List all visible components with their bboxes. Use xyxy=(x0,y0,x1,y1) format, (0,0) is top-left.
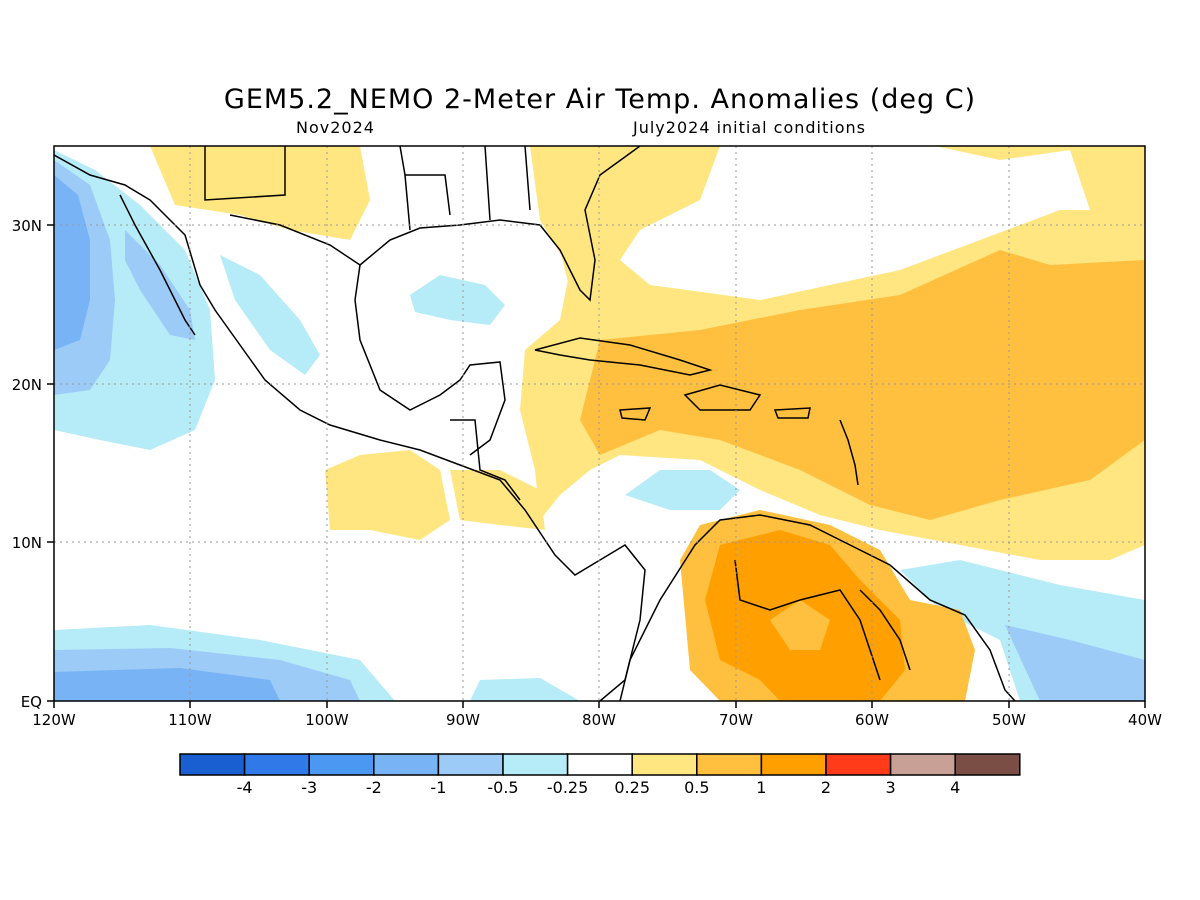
warm-region-central-am xyxy=(450,470,545,530)
cool-region-baja-core xyxy=(54,175,90,350)
warm-region-guyana xyxy=(770,600,830,650)
colorbar-swatch xyxy=(437,753,504,776)
warm-region-atlantic-core xyxy=(580,250,1145,520)
coastline-cuba xyxy=(534,337,713,376)
colorbar-label: -0.5 xyxy=(487,778,518,797)
x-tick-label: 100W xyxy=(305,711,349,729)
colorbar-label: -4 xyxy=(237,778,253,797)
colorbar-swatch xyxy=(243,753,310,776)
colorbar-label: 0.5 xyxy=(684,778,709,797)
coastline-antilles xyxy=(839,419,859,486)
colorbar-swatch xyxy=(373,753,440,776)
y-tick-label: EQ xyxy=(21,693,42,711)
colorbar-label: 3 xyxy=(886,778,896,797)
coastline-puerto-rico xyxy=(773,407,811,419)
colorbar-swatch xyxy=(954,753,1021,776)
coastlines xyxy=(54,146,1016,701)
colorbar-swatch xyxy=(308,753,375,776)
colorbar-swatch xyxy=(825,753,892,776)
colorbar-label: -1 xyxy=(430,778,446,797)
x-tick-label: 90W xyxy=(446,711,480,729)
colorbar-swatch xyxy=(760,753,827,776)
colorbar-label: -2 xyxy=(366,778,382,797)
y-tick-label: 30N xyxy=(12,217,42,235)
coastline-baja xyxy=(119,194,196,336)
cool-region-gulf xyxy=(410,275,505,325)
colorbar-swatch xyxy=(566,753,633,776)
x-tick-label: 120W xyxy=(32,711,76,729)
coastline-gulf xyxy=(229,214,506,456)
colorbar-swatch xyxy=(889,753,956,776)
colorbar-label: 4 xyxy=(950,778,960,797)
colorbar-swatch xyxy=(696,753,763,776)
border-us-mexico xyxy=(204,146,286,201)
cool-region-mexico xyxy=(220,255,320,375)
x-tick-label: 50W xyxy=(992,711,1026,729)
warm-region-ne-atlantic xyxy=(935,146,1145,215)
tick-marks xyxy=(47,224,1146,708)
cool-region-atlantic-mid xyxy=(1005,625,1145,701)
coastline-jamaica xyxy=(619,407,652,421)
border-central-am xyxy=(450,419,521,501)
colorbar-swatch xyxy=(631,753,698,776)
warm-region-florida xyxy=(540,146,620,310)
colorbar-label: 1 xyxy=(756,778,766,797)
cool-region-gulf-ca xyxy=(125,230,195,340)
border-venezuela xyxy=(734,559,881,681)
cool-region-caribbean xyxy=(625,470,740,510)
graticule xyxy=(54,146,1145,701)
colorbar-label: -0.25 xyxy=(547,778,588,797)
colorbar-swatch xyxy=(179,753,246,776)
x-tick-label: 80W xyxy=(582,711,616,729)
border-states xyxy=(399,146,531,231)
warm-region-mexico-pac xyxy=(325,450,450,540)
x-tick-label: 40W xyxy=(1128,711,1162,729)
map-title: GEM5.2_NEMO 2-Meter Air Temp. Anomalies … xyxy=(223,84,977,115)
coastline-us-gulf xyxy=(359,146,641,302)
coastline-hispaniola xyxy=(683,384,762,411)
border-guyana xyxy=(859,589,911,671)
coastline-s-america xyxy=(619,514,1016,701)
anomaly-field xyxy=(54,146,1145,701)
x-tick-label: 60W xyxy=(855,711,889,729)
x-tick-label: 70W xyxy=(719,711,753,729)
colorbar-label: -3 xyxy=(301,778,317,797)
colorbar-label: 0.25 xyxy=(614,778,650,797)
y-tick-label: 20N xyxy=(12,376,42,394)
colorbar-swatch xyxy=(502,753,569,776)
colorbar-label: 2 xyxy=(821,778,831,797)
initial-conditions: July2024 initial conditions xyxy=(633,118,866,137)
x-tick-label: 110W xyxy=(168,711,212,729)
y-tick-label: 10N xyxy=(12,534,42,552)
colorbar: -4 -3 -2 -1 -0.5 -0.25 0.25 0.5 1 2 3 4 xyxy=(179,753,1021,797)
cool-region-panama xyxy=(470,678,580,701)
forecast-month: Nov2024 xyxy=(296,118,375,137)
cool-region-south-pacific-core xyxy=(54,668,280,701)
coastline-north-america xyxy=(54,154,646,701)
